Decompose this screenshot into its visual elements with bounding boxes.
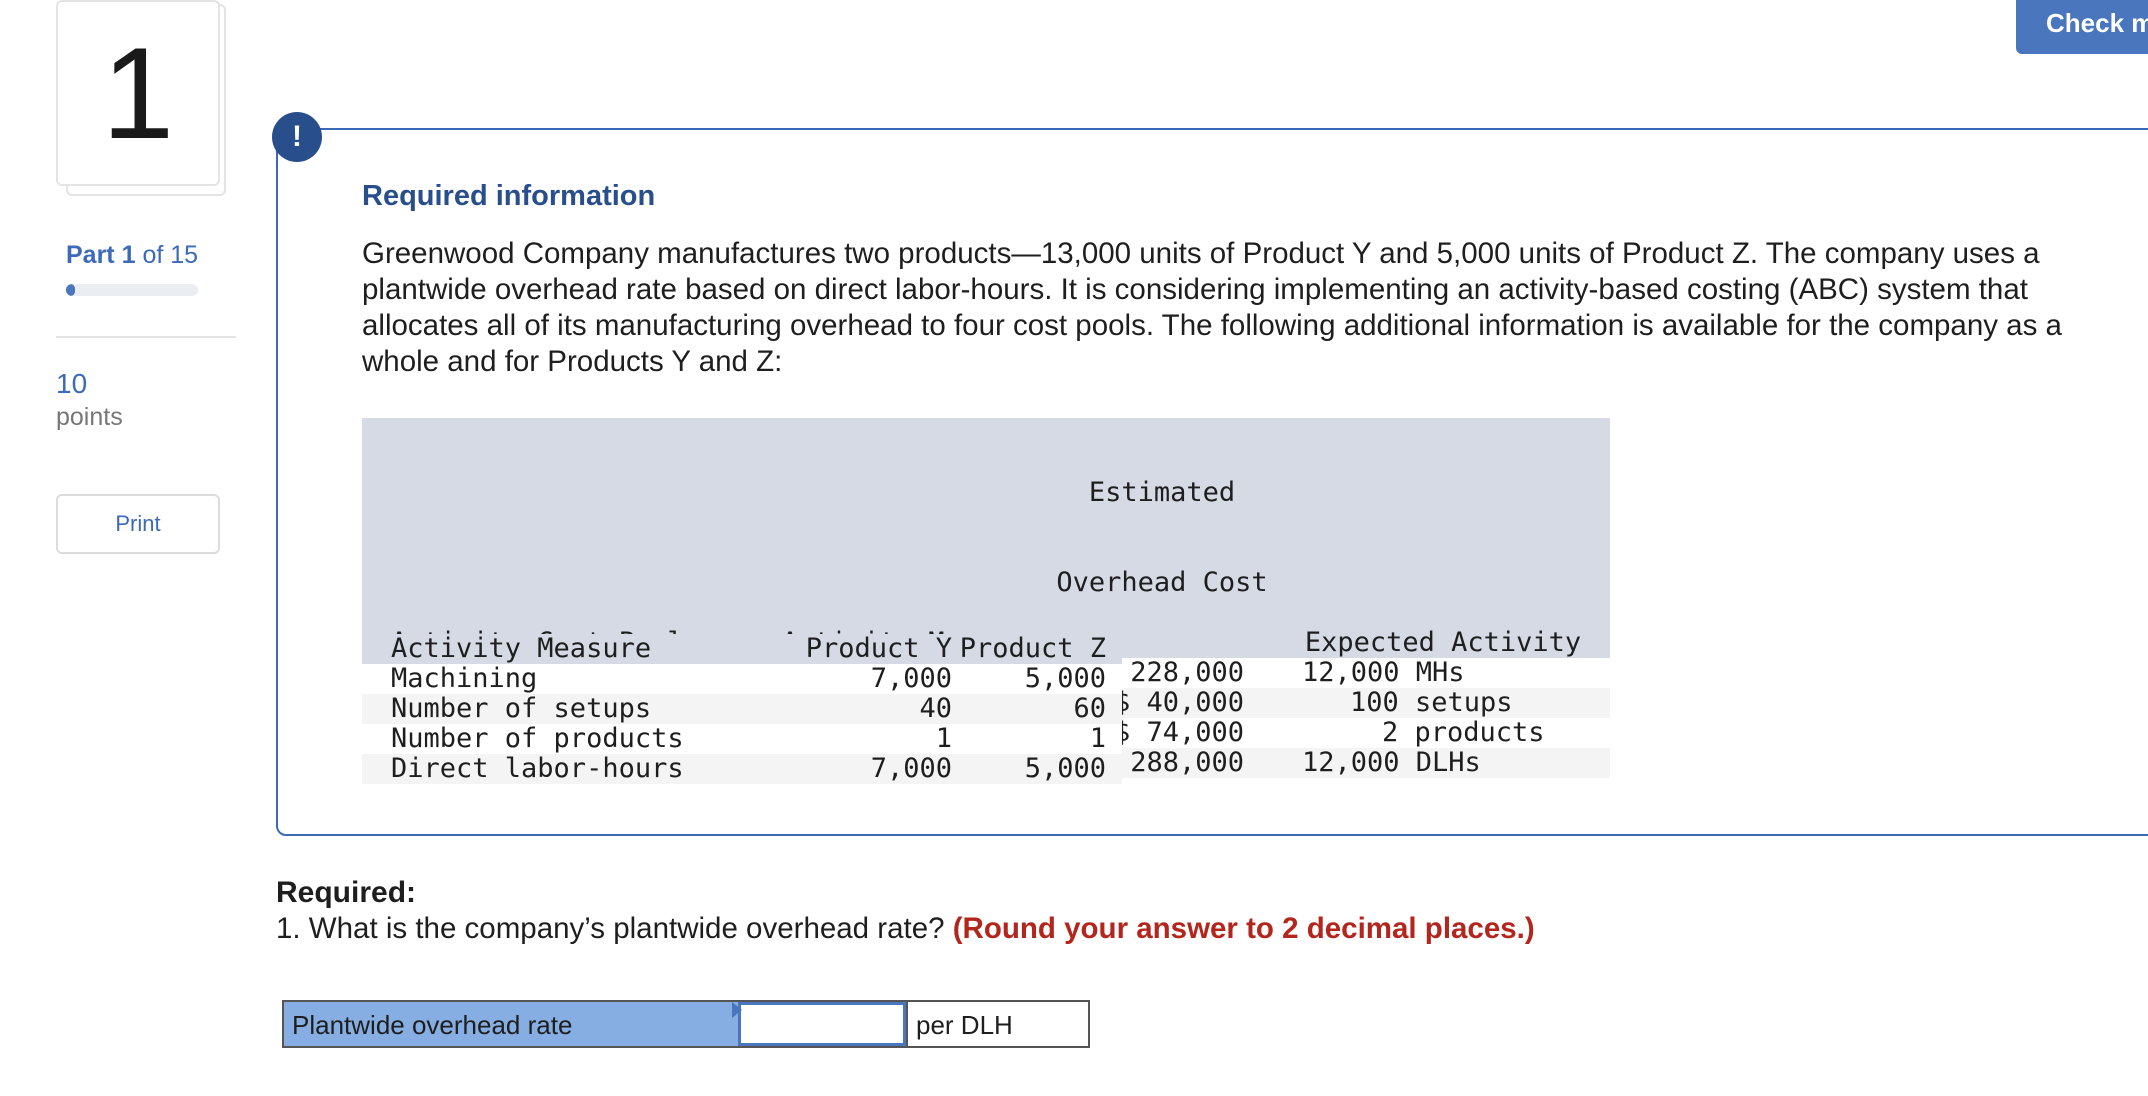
answer-label: Plantwide overhead rate — [284, 1002, 738, 1046]
required-label: Required: — [276, 876, 417, 909]
cost-cell: $ 74,000 — [1113, 717, 1244, 748]
table-row: Machining Machine-hours $ 228,000 12,000… — [362, 658, 1610, 688]
table-row: Number of setups 40 60 — [362, 694, 1122, 724]
table-row: General factory Direct labor-hours $ 288… — [362, 748, 1610, 778]
measure-cell: Number of setups — [391, 693, 652, 724]
part-progress-bar — [66, 284, 198, 296]
measure-cell: Number of products — [391, 723, 684, 754]
expected-cell: 12,000 MHs — [1302, 657, 1498, 688]
product-activity-table: Activity Measure Product Y Product Z Mac… — [362, 634, 1122, 784]
product-y-cell: 7,000 — [870, 663, 952, 694]
pool-cell: Production design — [391, 717, 668, 748]
expected-cell: 12,000 DLHs — [1302, 747, 1514, 778]
measure-cell: Machining — [391, 663, 538, 694]
pool-cell: General factory — [391, 747, 635, 778]
expected-cell: 100 setups — [1350, 687, 1546, 718]
header-activity-measure: Activity Measure — [391, 633, 652, 664]
points-label: points — [56, 403, 123, 431]
input-flag-icon — [732, 1002, 742, 1018]
answer-row: Plantwide overhead rate per DLH — [282, 1000, 1090, 1048]
part-total: of 15 — [142, 241, 199, 269]
cost-pool-table: Activity Cost Pool Activity Measure Esti… — [362, 418, 1610, 778]
cost-cell: $ 40,000 — [1113, 687, 1244, 718]
header-activity-measure: Activity Measure — [781, 627, 1042, 658]
table-row: Number of products 1 1 — [362, 724, 1122, 754]
table-row: Direct labor-hours 7,000 5,000 — [362, 754, 1122, 784]
required-information-title: Required information — [362, 180, 656, 212]
rounding-note: (Round your answer to 2 decimal places.) — [952, 912, 1535, 945]
pool-cell: Machine setups — [391, 687, 619, 718]
measure-cell: Number of products — [696, 717, 989, 748]
measure-cell: Direct labor-hours — [696, 747, 989, 778]
measure-cell: Direct labor-hours — [391, 753, 684, 784]
measure-cell: Machine-hours — [696, 657, 908, 688]
table-row: Production design Number of products $ 7… — [362, 718, 1610, 748]
print-button[interactable]: Print — [56, 494, 220, 554]
table-header-row: Activity Measure Product Y Product Z — [362, 634, 1122, 664]
header-product-z: Product Z — [959, 633, 1106, 664]
pool-cell: Machining — [391, 657, 538, 688]
overhead-rate-input[interactable] — [738, 1002, 906, 1046]
expected-cell: 2 products — [1382, 717, 1578, 748]
progress-fill — [66, 284, 75, 296]
product-y-cell: 1 — [935, 723, 952, 754]
cost-cell: $ 228,000 — [1097, 657, 1244, 688]
product-z-cell: 1 — [1089, 723, 1106, 754]
header-product-y: Product Y — [805, 633, 952, 664]
product-z-cell: 5,000 — [1024, 663, 1106, 694]
table-header-row: Activity Cost Pool Activity Measure Esti… — [362, 418, 1610, 658]
question-number-card: 1 — [56, 0, 230, 196]
product-z-cell: 60 — [1073, 693, 1106, 724]
problem-description: Greenwood Company manufactures two produ… — [362, 237, 2062, 378]
product-z-cell: 5,000 — [1024, 753, 1106, 784]
header-cost-line2: Overhead Cost — [1056, 567, 1268, 598]
header-expected-activity: Expected Activity — [1304, 627, 1582, 658]
check-my-work-button[interactable]: Check my work — [2016, 0, 2148, 54]
question-prompt: 1. What is the company’s plantwide overh… — [276, 912, 945, 945]
points-value: 10 — [56, 368, 88, 399]
product-y-cell: 7,000 — [870, 753, 952, 784]
cost-cell: $ 288,000 — [1097, 747, 1244, 778]
sidebar-divider — [56, 336, 236, 338]
required-information-panel — [276, 128, 2148, 836]
product-y-cell: 40 — [919, 693, 952, 724]
measure-cell: Number of setups — [696, 687, 957, 718]
part-label: Part 1 — [66, 241, 136, 269]
part-indicator: Part 1 of 15 — [66, 241, 198, 270]
header-estimated-overhead-cost: Estimated Overhead Cost — [1048, 418, 1276, 658]
alert-icon: ! — [272, 112, 322, 162]
question-text: 1. What is the company’s plantwide overh… — [276, 912, 1535, 946]
header-activity-cost-pool: Activity Cost Pool — [391, 627, 684, 658]
question-number: 1 — [56, 0, 220, 186]
table-row: Machine setups Number of setups $ 40,000… — [362, 688, 1610, 718]
header-cost-line1: Estimated — [1088, 477, 1236, 508]
answer-unit: per DLH — [906, 1002, 1088, 1046]
table-row: Machining 7,000 5,000 — [362, 664, 1122, 694]
